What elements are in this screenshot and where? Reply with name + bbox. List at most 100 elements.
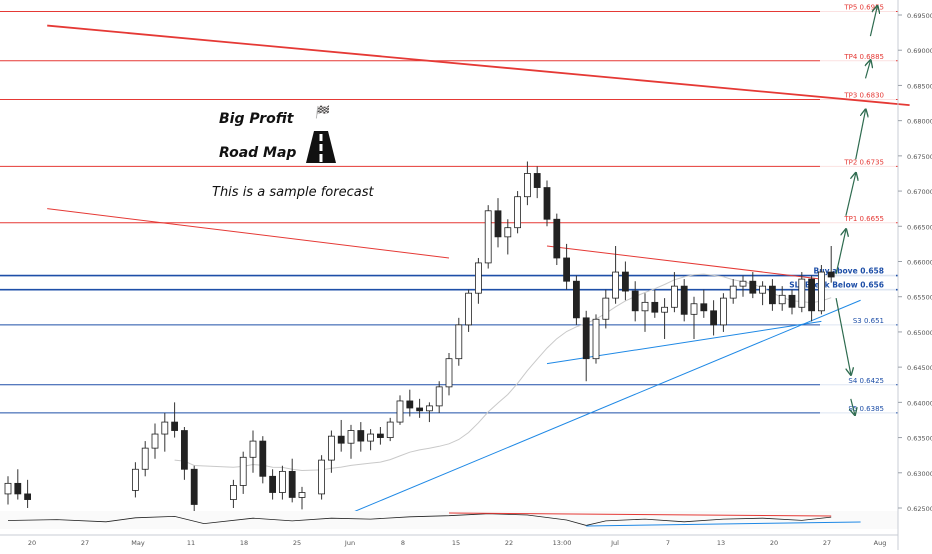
title-line-2: Road Map: [219, 145, 297, 161]
x-tick-label: Jul: [610, 539, 619, 547]
candle-up: [818, 271, 825, 312]
level-label: SL: Break Below 0.656: [789, 281, 884, 290]
candle-up: [720, 297, 727, 326]
y-tick-label: 0.62500: [907, 505, 932, 513]
x-tick-label: 20: [770, 539, 778, 547]
candle-up: [524, 173, 531, 198]
level-label: S4 0.6425: [848, 377, 884, 385]
forecast-arrow: [866, 61, 871, 79]
level-label-bg: [820, 315, 896, 326]
trendline-rising-support: [350, 299, 861, 514]
candle-up: [739, 280, 747, 287]
candle-down: [827, 271, 835, 278]
moving-average-line: [174, 273, 832, 472]
y-tick-label: 0.69500: [907, 12, 932, 20]
candle-down: [416, 407, 424, 412]
candle-down: [808, 278, 815, 312]
level-label: TP2 0.6735: [843, 158, 884, 166]
candle-up: [690, 303, 698, 315]
y-tick-label: 0.68000: [907, 118, 932, 126]
candle-down: [533, 173, 541, 188]
x-tick-label: 27: [81, 539, 89, 547]
candle-up: [425, 405, 433, 412]
candle-up: [4, 482, 12, 495]
y-tick-label: 0.65000: [907, 329, 932, 337]
y-tick-label: 0.63000: [907, 470, 932, 478]
x-tick-label: 13: [717, 539, 725, 547]
candle-up: [778, 294, 786, 305]
candle-up: [396, 400, 404, 423]
candle-down: [680, 285, 688, 315]
candle-down: [749, 280, 757, 294]
level-label: S3 0.651: [853, 317, 884, 325]
trendline-triangle-upper: [546, 245, 822, 280]
level-label: TP5 0.6955: [843, 3, 884, 11]
candle-down: [553, 218, 561, 259]
level-label-bg: [820, 90, 896, 101]
candle-up: [671, 285, 678, 308]
x-tick-label: May: [131, 539, 145, 547]
trendline-descending-resistance: [47, 208, 450, 259]
x-tick-label: 11: [187, 539, 195, 547]
candle-up: [484, 210, 492, 264]
level-label: TP4 0.6885: [843, 53, 884, 61]
forecast-arrow: [835, 298, 851, 374]
level-label: TP3 0.6830: [843, 92, 884, 100]
forecast-arrow: [855, 110, 866, 160]
candle-down: [376, 433, 384, 438]
oscillator-line: [7, 513, 832, 526]
level-label-bg: [820, 213, 896, 224]
y-tick-label: 0.63500: [907, 435, 932, 443]
title-line-1: Big Profit: [219, 111, 294, 127]
candle-up: [435, 386, 443, 407]
level-label-bg: [820, 403, 896, 414]
forecast-arrow: [845, 173, 856, 216]
candle-up: [298, 492, 306, 498]
forecast-arrow: [869, 7, 877, 37]
candle-up: [465, 292, 473, 326]
candle-up: [367, 433, 375, 442]
y-tick-label: 0.66000: [907, 259, 932, 267]
x-tick-label: 13:00: [553, 539, 572, 547]
trendline-upper-resistance: [47, 24, 910, 107]
y-tick-label: 0.65500: [907, 294, 932, 302]
candle-down: [259, 440, 267, 477]
candle-up: [514, 196, 521, 229]
x-tick-label: 15: [452, 539, 460, 547]
level-label-bg: [820, 375, 896, 386]
candle-down: [651, 301, 659, 313]
candle-up: [592, 318, 600, 360]
x-tick-label: 7: [666, 539, 670, 547]
candle-down: [269, 475, 277, 493]
x-tick-label: Jun: [344, 539, 355, 547]
checkered-flag-icon: 🏁: [314, 105, 329, 119]
oscillator-trendline: [448, 512, 832, 517]
x-tick-label: 18: [240, 539, 248, 547]
candle-up: [249, 440, 257, 458]
candle-down: [700, 303, 708, 312]
forecast-arrow: [835, 230, 846, 275]
candle-down: [406, 400, 414, 409]
oscillator-support-line: [586, 521, 861, 527]
candle-up: [612, 271, 619, 299]
candle-down: [582, 317, 590, 360]
y-tick-label: 0.64500: [907, 364, 932, 372]
candle-up: [229, 485, 237, 500]
y-tick-label: 0.69000: [907, 47, 932, 55]
candle-up: [455, 324, 463, 360]
level-label-bg: [820, 280, 896, 291]
candle-down: [357, 430, 365, 442]
y-tick-label: 0.67500: [907, 153, 932, 161]
candle-down: [180, 430, 188, 470]
y-tick-label: 0.68500: [907, 82, 932, 90]
x-tick-label: 25: [293, 539, 301, 547]
candle-up: [445, 358, 453, 388]
candle-up: [131, 468, 139, 491]
x-tick-label: Aug: [874, 539, 887, 547]
level-label: TP1 0.6655: [843, 215, 884, 223]
x-tick-label: 8: [401, 539, 405, 547]
candle-down: [494, 210, 502, 238]
forecast-arrow: [851, 398, 855, 414]
